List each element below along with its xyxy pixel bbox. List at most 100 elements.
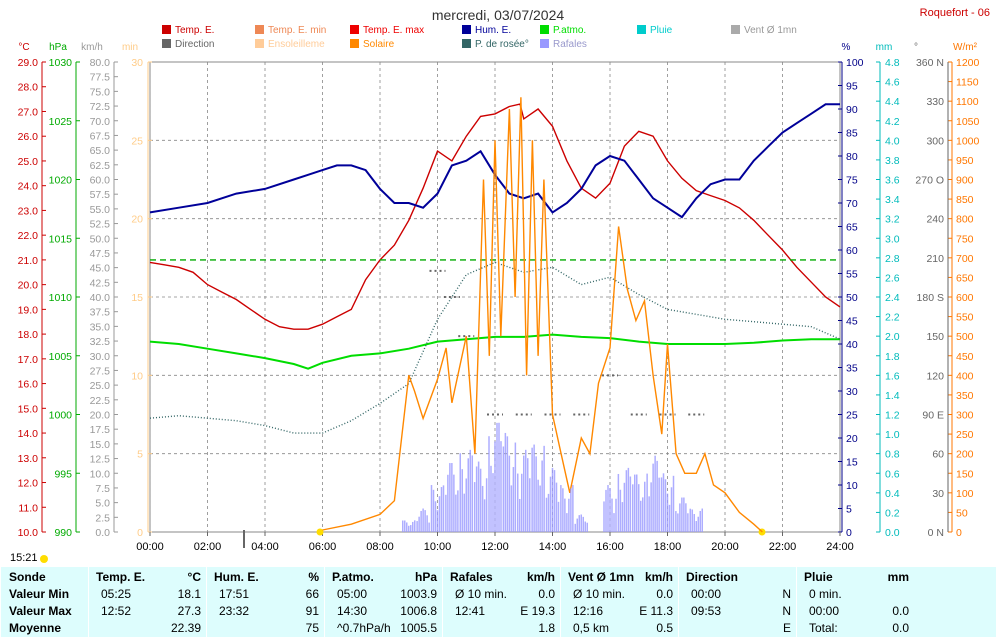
x-tick-label: 12:00	[481, 541, 509, 553]
tick-label-wind: 47.5	[90, 248, 111, 260]
stats-cell-label: 05:25	[101, 587, 132, 601]
legend-label: Temp. E. max	[363, 25, 424, 36]
stats-cell-value: 1003.9	[400, 587, 437, 601]
stats-col-1: Hum. E.% 17:51 66 23:32 91 75	[206, 567, 325, 637]
stats-cell-label: 0,5 km	[573, 621, 610, 635]
tick-label-pressure: 1005	[49, 351, 73, 363]
tick-label-solar: 100	[956, 488, 974, 500]
legend-label: Pluie	[650, 25, 673, 36]
tick-label-solar: 1150	[956, 77, 979, 89]
tick-label-humidity: 60	[846, 245, 858, 257]
stats-cell-label: ^0.7hPa/h	[337, 621, 391, 635]
series-solaire	[322, 97, 763, 533]
axis-unit-humidity: %	[842, 42, 851, 53]
stats-cell-label: 14:30	[337, 604, 368, 618]
tick-label-wind: 60.0	[90, 175, 111, 187]
tick-label-direction: 330	[926, 96, 944, 108]
legend-swatch	[462, 39, 471, 48]
tick-label-temp: 14.0	[18, 428, 39, 440]
tick-label-wind: 80.0	[90, 57, 111, 69]
tick-label-pressure: 995	[54, 468, 72, 480]
row-label-mean: Moyenne	[9, 621, 62, 635]
tick-label-wind: 2.5	[95, 512, 110, 524]
tick-label-solar: 500	[956, 331, 974, 343]
tick-label-rain: 4.2	[885, 116, 900, 128]
tick-label-wind: 72.5	[90, 101, 111, 113]
tick-label-rain: 1.6	[885, 370, 900, 382]
tick-label-solar: 700	[956, 253, 974, 265]
tick-label-humidity: 70	[846, 198, 858, 210]
tick-label-rain: 2.8	[885, 253, 900, 265]
tick-label-direction: 210	[926, 253, 944, 265]
tick-label-solar: 300	[956, 410, 974, 422]
tick-label-wind: 77.5	[90, 72, 111, 84]
stats-col-unit: %	[308, 570, 319, 584]
axis-unit-rain: mm	[876, 42, 893, 53]
stats-col-5: Direction 00:00 N 09:53 N E	[678, 567, 797, 637]
stats-cell-label: 23:32	[219, 604, 250, 618]
tick-label-direction: 360 N	[916, 57, 944, 69]
stats-cell-label: 05:00	[337, 587, 368, 601]
stats-cell-label: 12:52	[101, 604, 132, 618]
x-tick-label: 04:00	[251, 541, 279, 553]
tick-label-rain: 1.8	[885, 351, 900, 363]
tick-label-temp: 25.0	[18, 156, 39, 168]
tick-label-pressure: 1010	[49, 292, 73, 304]
tick-label-temp: 27.0	[18, 106, 39, 118]
stats-cell-value: 0.0	[538, 587, 555, 601]
tick-label-solar: 1100	[956, 96, 979, 108]
x-tick-label: 00:00	[136, 541, 164, 553]
tick-label-rain: 4.6	[885, 77, 900, 89]
stats-cell-label: 00:00	[809, 604, 840, 618]
stats-cell-value: E	[782, 621, 791, 635]
tick-label-rain: 2.4	[885, 292, 900, 304]
tick-label-rain: 1.0	[885, 429, 900, 441]
tick-label-sun: 0	[137, 527, 143, 539]
x-tick-label: 02:00	[194, 541, 222, 553]
tick-label-wind: 17.5	[90, 424, 111, 436]
stats-cell-value: E 19.3	[520, 604, 555, 618]
x-tick-label: 06:00	[309, 541, 337, 553]
tick-label-wind: 7.5	[95, 483, 110, 495]
tick-label-temp: 19.0	[18, 304, 39, 316]
stats-cell-value: 0.0	[892, 621, 909, 635]
legend-swatch	[462, 25, 471, 34]
tick-label-wind: 67.5	[90, 130, 111, 142]
axis-unit-pressure: hPa	[49, 42, 67, 53]
stats-cell-label: 00:00	[691, 587, 722, 601]
tick-label-temp: 12.0	[18, 478, 39, 490]
stats-table: Sonde Valeur Min Valeur Max Moyenne Temp…	[0, 567, 996, 637]
legend-label: Ensoleilleme	[268, 39, 325, 50]
tick-label-humidity: 10	[846, 480, 858, 492]
stats-cell-label: 0 min.	[809, 587, 842, 601]
stats-cell-label: 17:51	[219, 587, 250, 601]
tick-label-solar: 750	[956, 233, 974, 245]
tick-label-humidity: 55	[846, 269, 858, 281]
tick-label-wind: 55.0	[90, 204, 111, 216]
tick-label-wind: 27.5	[90, 365, 111, 377]
tick-label-wind: 40.0	[90, 292, 111, 304]
stats-cell-label: 09:53	[691, 604, 722, 618]
tick-label-direction: 240	[926, 214, 944, 226]
tick-label-direction: 120	[926, 370, 944, 382]
row-label-sonde: Sonde	[9, 570, 46, 584]
tick-label-wind: 65.0	[90, 145, 111, 157]
stats-cell-label: 12:41	[455, 604, 486, 618]
tick-label-direction: 150	[926, 331, 944, 343]
tick-label-wind: 20.0	[90, 410, 111, 422]
stats-cell-value: E 11.3	[639, 604, 673, 618]
tick-label-rain: 3.2	[885, 214, 900, 226]
tick-label-temp: 28.0	[18, 82, 39, 94]
legend-label: Vent Ø 1mn	[744, 25, 797, 36]
legend-label: Direction	[175, 39, 214, 50]
stats-cell-value: 0.5	[656, 621, 673, 635]
legend-label: P.atmo.	[553, 25, 586, 36]
stats-cell-value: 22.39	[170, 621, 201, 635]
tick-label-solar: 150	[956, 468, 974, 480]
tick-label-solar: 900	[956, 175, 974, 187]
tick-label-solar: 50	[956, 507, 968, 519]
tick-label-rain: 1.4	[885, 390, 900, 402]
tick-label-rain: 4.4	[885, 96, 900, 108]
axis-unit-direction: °	[914, 42, 918, 53]
tick-label-solar: 350	[956, 390, 974, 402]
